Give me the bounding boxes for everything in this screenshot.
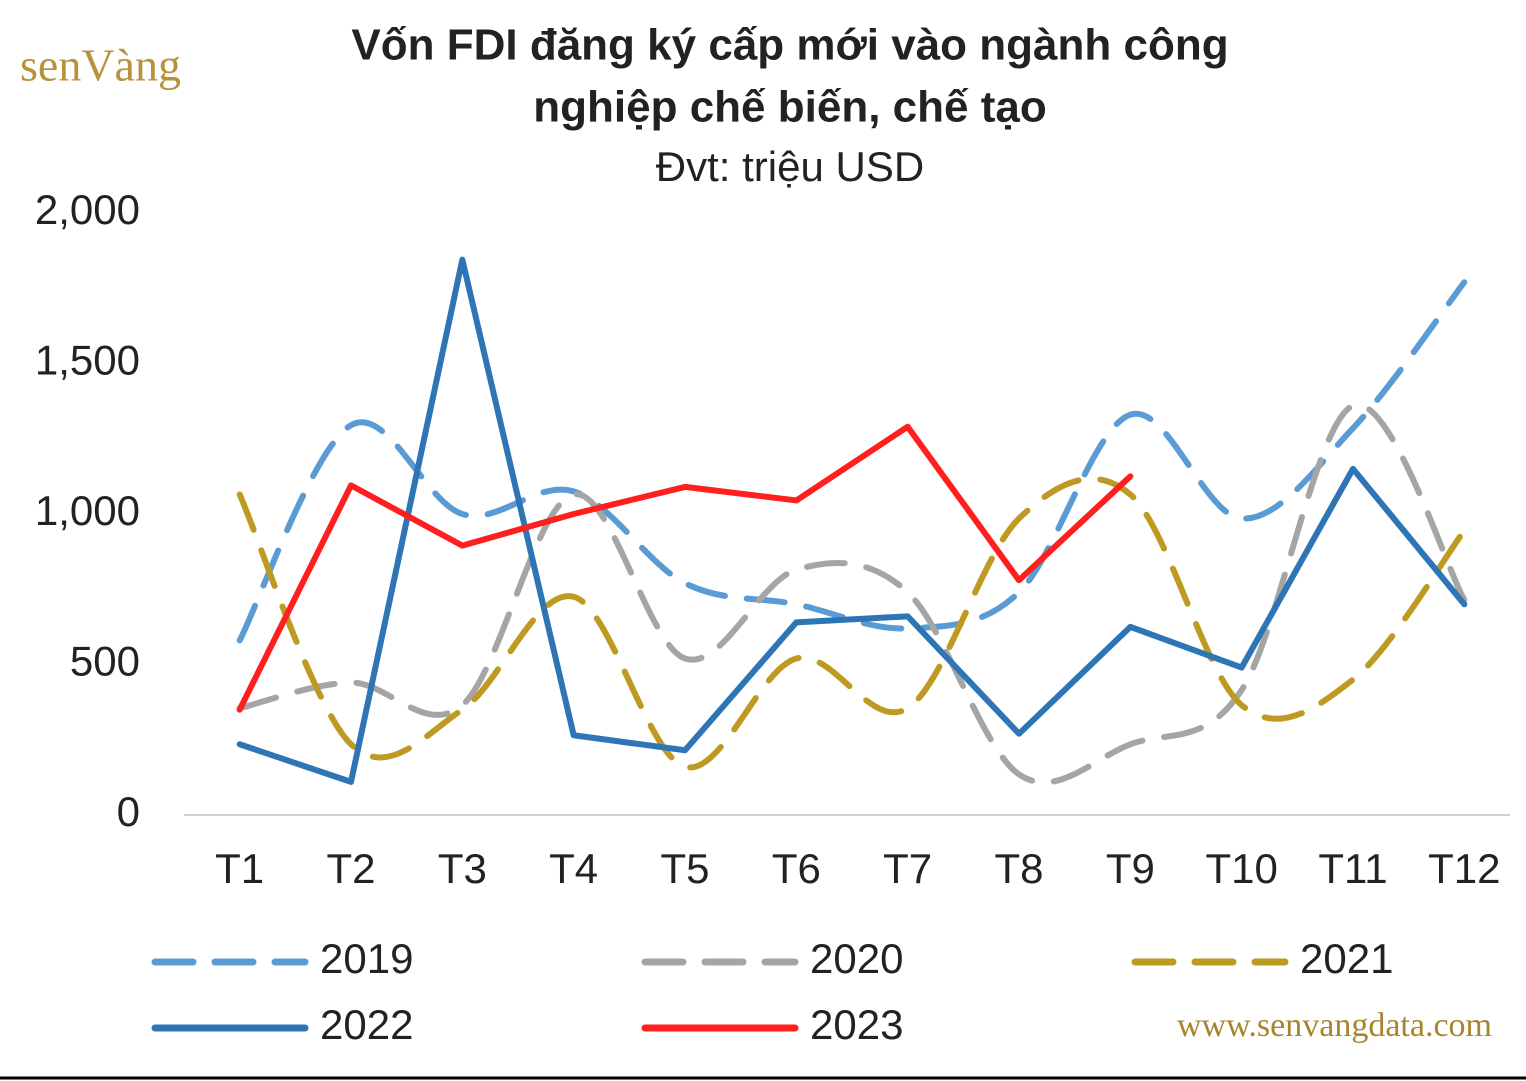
legend-label: 2020 [810, 935, 903, 982]
logo: senVàng [20, 40, 181, 91]
legend-label: 2021 [1300, 935, 1393, 982]
series-line [236, 423, 1134, 713]
x-tick-label: T3 [438, 845, 487, 892]
series-line [236, 256, 1468, 785]
y-tick-label: 500 [70, 638, 140, 685]
x-tick-label: T8 [994, 845, 1043, 892]
x-tick-label: T6 [772, 845, 821, 892]
legend-label: 2022 [320, 1001, 413, 1048]
source: www.senvangdata.com [1177, 1007, 1492, 1044]
y-tick-label: 1,000 [35, 487, 140, 534]
x-tick-label: T7 [883, 845, 932, 892]
x-tick-label: T2 [326, 845, 375, 892]
series-line [236, 401, 1468, 786]
series-line [236, 475, 1468, 771]
y-tick-label: 1,500 [35, 337, 140, 384]
x-tick-label: T11 [1318, 845, 1387, 892]
x-tick-label: T5 [660, 845, 709, 892]
x-tick-label: T9 [1106, 845, 1155, 892]
x-tick-label: T1 [215, 845, 264, 892]
legend-label: 2023 [810, 1001, 903, 1048]
x-tick-label: T10 [1205, 845, 1277, 892]
chart-subtitle: Đvt: triệu USD [656, 143, 924, 190]
chart-title: nghiệp chế biến, chế tạo [533, 83, 1046, 132]
y-tick-label: 0 [117, 788, 140, 835]
legend-label: 2019 [320, 935, 413, 982]
series-line [236, 279, 1468, 644]
chart-title: Vốn FDI đăng ký cấp mới vào ngành công [351, 21, 1228, 70]
y-tick-label: 2,000 [35, 186, 140, 233]
x-tick-label: T12 [1428, 845, 1500, 892]
x-tick-label: T4 [549, 845, 598, 892]
